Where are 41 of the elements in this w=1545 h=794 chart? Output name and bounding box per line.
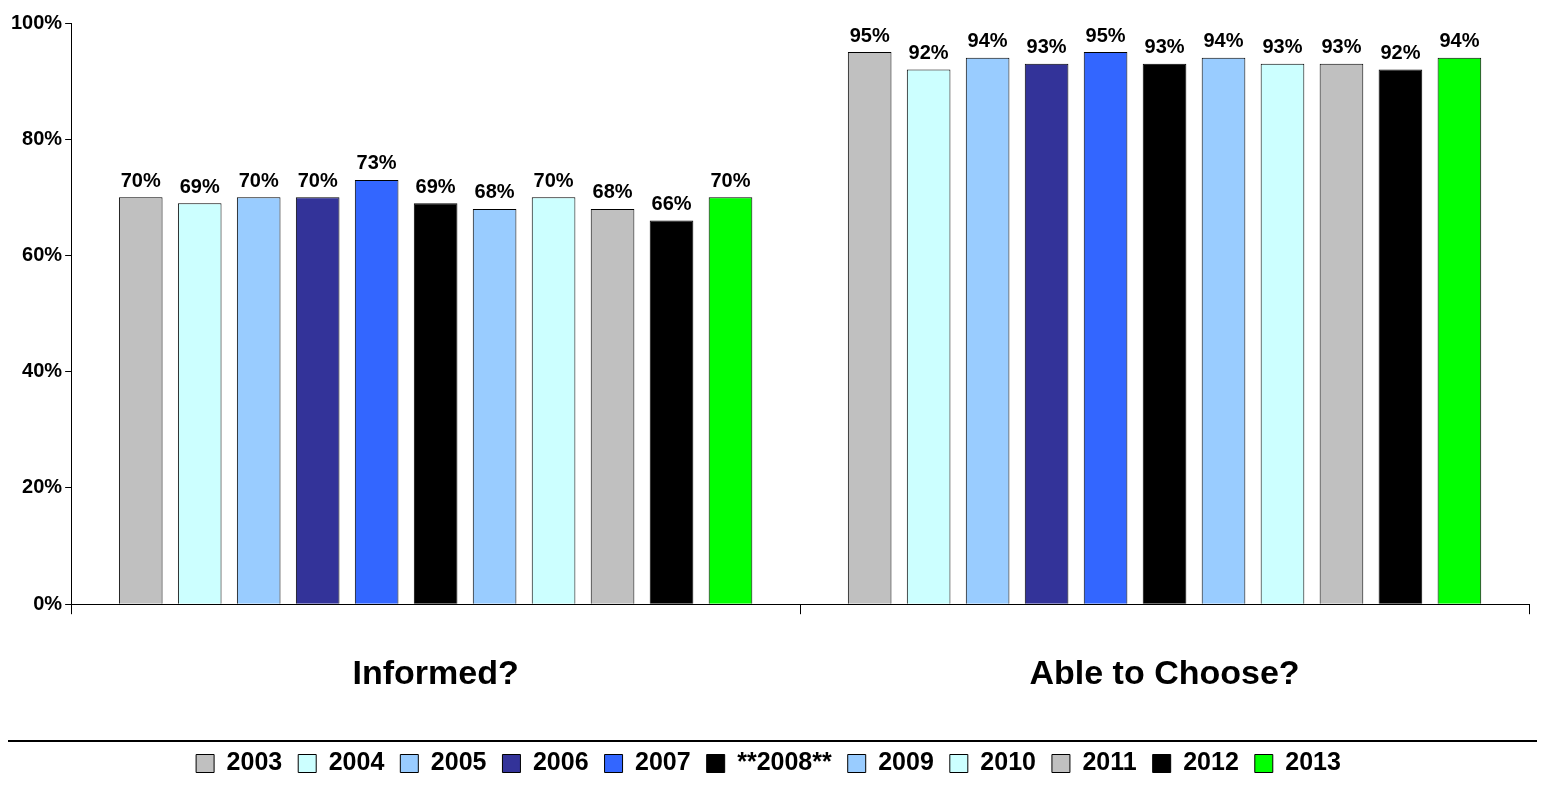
y-tick-label: 80% [22, 126, 63, 149]
legend-label: 2011 [1082, 747, 1137, 776]
legend-label: 2012 [1183, 747, 1239, 776]
data-label: 70% [120, 168, 161, 191]
data-label: 69% [415, 174, 456, 197]
data-label: 68% [592, 180, 633, 203]
legend-label: **2008** [737, 747, 832, 776]
y-tick-label: 0% [33, 591, 63, 614]
data-label: 92% [1380, 41, 1421, 64]
data-label: 93% [1144, 35, 1185, 58]
data-label: 93% [1026, 35, 1067, 58]
data-label: 70% [297, 168, 338, 191]
x-tick-label: Informed? [352, 652, 519, 691]
y-tick-label: 40% [22, 359, 63, 382]
data-label: 70% [238, 168, 279, 191]
legend-label: 2006 [532, 747, 589, 776]
data-label: 70% [710, 168, 751, 191]
legend-label: 2009 [878, 747, 934, 776]
data-label: 70% [533, 168, 574, 191]
data-label: 92% [908, 41, 949, 64]
data-label: 73% [356, 151, 397, 174]
legend-label: 2013 [1285, 747, 1341, 776]
data-label: 94% [1203, 29, 1244, 52]
data-label: 93% [1321, 35, 1362, 58]
y-tick-label: 60% [22, 243, 63, 265]
data-label: 66% [651, 192, 692, 215]
data-label: 95% [1085, 23, 1126, 46]
data-label: 94% [1439, 29, 1480, 52]
y-tick-label: 100% [11, 10, 63, 33]
y-tick-label: 20% [22, 475, 63, 498]
legend-label: 2003 [226, 747, 283, 776]
data-label: 69% [179, 174, 220, 197]
x-tick-label: Able to Choose? [1029, 652, 1300, 691]
legend-label: 2004 [328, 747, 385, 776]
data-label: 68% [474, 180, 515, 203]
legend-label: 2005 [430, 747, 487, 776]
data-label: 93% [1262, 35, 1303, 58]
legend-label: 2007 [635, 747, 691, 776]
legend-label: 2010 [980, 747, 1036, 776]
data-label: 95% [849, 23, 890, 46]
data-label: 94% [967, 29, 1008, 52]
